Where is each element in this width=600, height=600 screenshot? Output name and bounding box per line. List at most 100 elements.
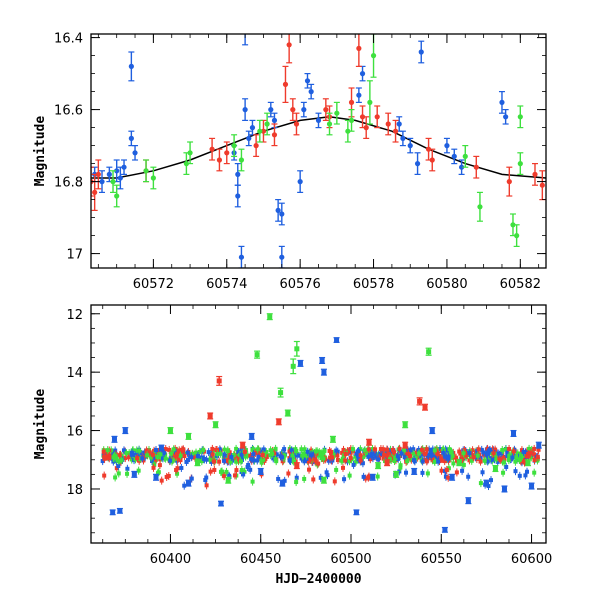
data-point — [114, 168, 120, 174]
cloud-point — [147, 450, 152, 455]
cloud-point — [185, 450, 190, 455]
cloud-point — [442, 459, 447, 464]
cloud-point — [498, 451, 503, 456]
cloud-point — [370, 456, 375, 461]
cloud-point — [197, 449, 202, 454]
cloud-point — [159, 478, 164, 483]
cloud-point — [532, 457, 537, 462]
x-tick-label: 60550 — [421, 552, 462, 567]
cloud-point — [208, 469, 213, 474]
cloud-point — [381, 447, 386, 452]
cloud-point — [318, 475, 323, 480]
cloud-point — [363, 476, 368, 481]
cloud-point — [373, 447, 378, 452]
data-point — [268, 107, 274, 113]
cloud-point — [126, 455, 131, 460]
data-point — [532, 171, 538, 177]
cloud-point — [408, 454, 413, 459]
cloud-point — [178, 458, 183, 463]
cloud-point — [348, 455, 353, 460]
cloud-point — [215, 452, 220, 457]
cloud-point — [444, 467, 449, 472]
cloud-point — [302, 476, 307, 481]
cloud-point — [241, 472, 246, 477]
cloud-point — [113, 448, 118, 453]
cloud-point — [150, 458, 155, 463]
cloud-point — [172, 456, 177, 461]
data-point — [414, 161, 421, 167]
cloud-point — [532, 446, 537, 451]
cloud-point — [154, 448, 159, 453]
data-point — [99, 179, 105, 185]
cloud-point — [282, 447, 287, 452]
cloud-point — [245, 465, 250, 470]
cloud-point — [251, 452, 256, 457]
cloud-point — [299, 456, 304, 461]
cloud-point — [430, 447, 435, 452]
cloud-point — [501, 470, 506, 475]
data-point — [334, 110, 340, 116]
data-point — [465, 498, 471, 504]
y-tick-label: 18 — [66, 483, 83, 498]
cloud-point — [329, 449, 334, 454]
cloud-point — [224, 469, 229, 474]
data-point — [110, 509, 116, 515]
cloud-point — [369, 452, 374, 457]
cloud-point — [280, 459, 285, 464]
cloud-point — [234, 446, 239, 451]
data-point — [348, 117, 355, 123]
data-point — [525, 460, 531, 466]
cloud-point — [116, 458, 121, 463]
data-point — [321, 369, 327, 375]
data-point — [459, 164, 465, 170]
cloud-point — [156, 470, 161, 475]
cloud-point — [419, 447, 424, 452]
cloud-point — [478, 481, 483, 486]
cloud-point — [107, 456, 112, 461]
data-point — [402, 442, 408, 448]
cloud-point — [524, 454, 529, 459]
cloud-point — [511, 449, 516, 454]
cloud-point — [476, 447, 481, 452]
cloud-point — [416, 451, 421, 456]
cloud-point — [447, 447, 452, 452]
cloud-point — [149, 455, 154, 460]
cloud-point — [322, 449, 327, 454]
cloud-point — [397, 446, 402, 451]
data-point — [356, 45, 362, 52]
data-point — [473, 164, 479, 170]
x-tick-label: 60574 — [206, 277, 247, 292]
cloud-point — [130, 455, 135, 460]
cloud-point — [412, 458, 417, 463]
cloud-point — [351, 462, 356, 467]
data-point — [114, 193, 120, 199]
cloud-point — [422, 451, 427, 456]
cloud-point — [490, 447, 495, 452]
cloud-point — [280, 455, 285, 460]
data-point — [510, 222, 516, 228]
cloud-point — [204, 483, 209, 488]
data-point — [254, 352, 260, 358]
data-point — [514, 233, 520, 239]
cloud-point — [335, 453, 340, 458]
cloud-point — [203, 478, 208, 483]
cloud-point — [527, 446, 532, 451]
cloud-point — [517, 473, 522, 478]
data-point — [238, 157, 245, 163]
cloud-point — [134, 448, 139, 453]
cloud-point — [469, 458, 474, 463]
cloud-point — [432, 448, 437, 453]
data-point — [216, 157, 223, 163]
data-point — [279, 211, 285, 217]
cloud-point — [390, 448, 395, 453]
data-point — [367, 99, 373, 105]
cloud-point — [294, 475, 299, 480]
data-point — [539, 182, 545, 188]
data-point — [334, 337, 340, 343]
data-point — [536, 442, 542, 448]
cloud-point — [467, 451, 472, 456]
cloud-point — [325, 473, 330, 478]
cloud-point — [171, 447, 176, 452]
cloud-point — [313, 457, 318, 462]
data-point — [503, 114, 509, 120]
